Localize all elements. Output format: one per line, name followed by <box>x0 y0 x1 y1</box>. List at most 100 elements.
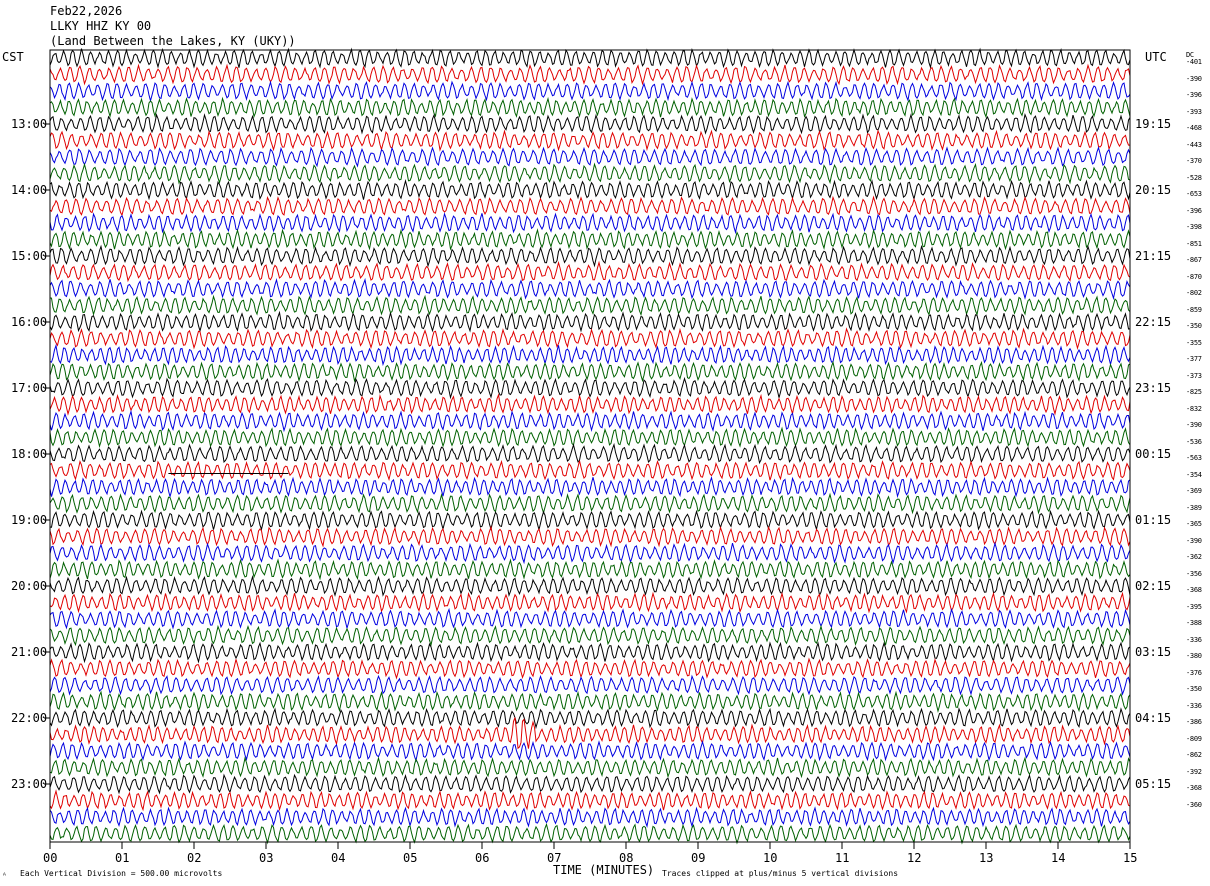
right-hour-label: 00:15 <box>1135 447 1172 461</box>
trace-line <box>49 409 1131 433</box>
trace-line <box>49 690 1131 713</box>
trace-line <box>49 47 1131 70</box>
dc-offset-label: -380 <box>1186 652 1202 660</box>
trace-line <box>49 740 1131 763</box>
dc-offset-label: -377 <box>1186 355 1202 363</box>
dc-offset-label: -859 <box>1186 305 1202 314</box>
trace-line <box>49 376 1131 400</box>
x-tick-label: 08 <box>619 851 634 865</box>
x-tick-label: 06 <box>475 851 490 865</box>
trace-line <box>49 96 1131 119</box>
trace-line <box>49 393 1131 416</box>
x-tick-label: 11 <box>835 851 850 865</box>
trace-line <box>49 575 1131 598</box>
left-hour-label: 22:00 <box>11 711 48 725</box>
x-tick-label: 09 <box>691 851 706 865</box>
dc-offset-label: -368 <box>1186 784 1202 792</box>
dc-offset-label: -851 <box>1186 239 1202 248</box>
trace-line <box>49 112 1131 135</box>
trace-line <box>49 756 1131 779</box>
dc-offset-label: -350 <box>1186 685 1202 693</box>
x-tick-label: 01 <box>115 851 130 865</box>
dc-offset-label: -832 <box>1186 404 1202 413</box>
left-hour-label: 20:00 <box>11 579 48 593</box>
left-hour-label: 23:00 <box>11 777 48 791</box>
trace-line <box>49 426 1131 449</box>
dc-offset-label: -653 <box>1186 190 1202 198</box>
dc-label: DC <box>1186 51 1194 59</box>
dc-offset-label: -809 <box>1186 734 1202 743</box>
header-station: LLKY HHZ KY 00 <box>50 19 152 33</box>
dc-offset-label: -468 <box>1186 124 1202 132</box>
trace-line <box>49 162 1131 185</box>
left-hour-label: 13:00 <box>11 117 48 131</box>
trace-line <box>49 459 1131 482</box>
trace-line <box>49 260 1131 283</box>
dc-offset-label: -355 <box>1186 338 1202 347</box>
dc-offset-label: -867 <box>1186 256 1202 264</box>
x-axis <box>44 123 1131 849</box>
right-timezone: UTC <box>1145 50 1167 64</box>
x-tick-label: 03 <box>259 851 274 865</box>
dc-offset-label: -360 <box>1186 800 1202 809</box>
trace-line <box>49 277 1131 301</box>
trace-line <box>49 492 1131 515</box>
right-hour-label: 02:15 <box>1135 579 1172 593</box>
x-tick-label: 15 <box>1123 851 1138 865</box>
header-date: Feb22,2026 <box>50 4 123 18</box>
trace-line <box>49 294 1131 317</box>
dc-offset-label: -369 <box>1186 487 1202 495</box>
trace-line <box>49 442 1131 465</box>
dc-offset-label: -362 <box>1186 553 1202 561</box>
trace-line <box>49 179 1131 201</box>
dc-offset-label: -393 <box>1186 107 1202 116</box>
left-hour-label: 17:00 <box>11 381 48 395</box>
dc-offset-label: -368 <box>1186 586 1202 594</box>
dc-offset-label: -386 <box>1186 718 1202 726</box>
x-tick-label: 14 <box>1051 851 1066 865</box>
left-timezone: CST <box>2 50 24 64</box>
trace-line <box>49 310 1131 333</box>
trace-line <box>49 212 1131 235</box>
dc-offset-label: -825 <box>1186 388 1202 396</box>
trace-line <box>49 525 1131 548</box>
right-hour-label: 05:15 <box>1135 777 1172 791</box>
trace-line <box>49 228 1131 251</box>
trace-line <box>49 674 1131 696</box>
trace-line <box>49 657 1131 680</box>
dc-offset-label: -390 <box>1186 536 1202 545</box>
trace-line <box>49 509 1131 532</box>
trace-line <box>49 327 1131 351</box>
right-hour-label: 01:15 <box>1135 513 1172 527</box>
trace-line <box>49 641 1131 664</box>
dc-offset-label: -388 <box>1186 619 1202 627</box>
x-tick-label: 00 <box>43 851 58 865</box>
dc-offset-label: -336 <box>1186 701 1202 710</box>
corner-mark: ᴬ <box>2 871 7 880</box>
dc-offset-label: -336 <box>1186 635 1202 644</box>
trace-line <box>49 80 1131 103</box>
x-tick-label: 04 <box>331 851 346 865</box>
dc-offset-label: -392 <box>1186 767 1202 776</box>
dc-offset-label: -350 <box>1186 322 1202 330</box>
clip-note: Traces clipped at plus/minus 5 vertical … <box>662 869 899 878</box>
trace-line <box>49 789 1131 812</box>
left-hour-label: 18:00 <box>11 447 48 461</box>
dc-offset-label: -370 <box>1186 157 1202 165</box>
dc-offset-label: -398 <box>1186 223 1202 231</box>
trace-line <box>49 146 1131 168</box>
left-hour-label: 14:00 <box>11 183 48 197</box>
left-hour-label: 15:00 <box>11 249 48 263</box>
right-hour-label: 19:15 <box>1135 117 1172 131</box>
x-tick-label: 10 <box>763 851 778 865</box>
trace-line <box>49 717 1131 750</box>
trace-line <box>49 624 1131 647</box>
right-hour-label: 21:15 <box>1135 249 1172 263</box>
x-tick-label: 02 <box>187 851 202 865</box>
dc-offset-label: -536 <box>1186 437 1202 446</box>
dc-offset-label: -356 <box>1186 569 1202 578</box>
left-hour-label: 21:00 <box>11 645 48 659</box>
right-hour-label: 22:15 <box>1135 315 1172 329</box>
trace-line <box>49 822 1131 845</box>
